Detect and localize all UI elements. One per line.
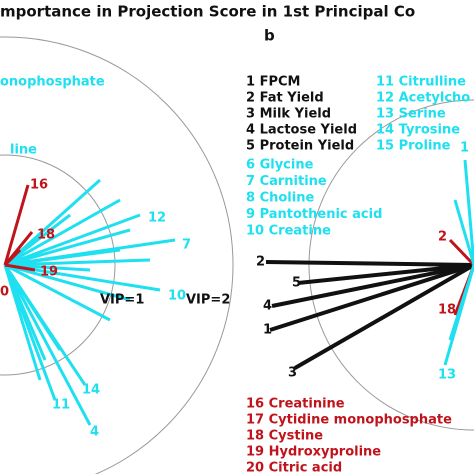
label: VIP=2 bbox=[186, 293, 230, 308]
label: 7 bbox=[182, 238, 191, 253]
vip-line bbox=[4, 258, 151, 267]
label: 14 bbox=[82, 383, 100, 398]
vip-line bbox=[4, 248, 121, 267]
label: 19 bbox=[40, 265, 58, 280]
label: 11 bbox=[52, 398, 70, 413]
label: VIP=1 bbox=[100, 293, 144, 308]
vip-line bbox=[3, 184, 30, 266]
label: 20 Citric acid bbox=[246, 461, 342, 474]
label: 16 bbox=[30, 178, 48, 193]
vip-line bbox=[265, 260, 474, 267]
label: 15 Proline bbox=[376, 139, 451, 154]
vip-line bbox=[4, 198, 121, 267]
label: 4 bbox=[263, 299, 272, 314]
label: 18 bbox=[438, 303, 456, 318]
vip-line bbox=[4, 228, 131, 267]
label: 19 Hydroxyproline bbox=[246, 445, 381, 460]
vip1-circle bbox=[0, 154, 116, 376]
vip2-circle bbox=[0, 36, 234, 474]
label: 3 bbox=[288, 366, 297, 381]
vip-line bbox=[4, 263, 36, 272]
vip-line bbox=[271, 263, 474, 308]
vip-line bbox=[4, 263, 131, 302]
label: 1 bbox=[460, 141, 469, 156]
label: 9 Pantothenic acid bbox=[246, 207, 382, 222]
label: 13 Serine bbox=[376, 107, 446, 122]
label: onophosphate bbox=[0, 75, 105, 90]
label: 17 Cytidine monophosphate bbox=[246, 413, 452, 428]
vip-line bbox=[3, 178, 102, 267]
vip-line bbox=[4, 213, 141, 267]
label: 0 bbox=[0, 285, 9, 300]
vip-line bbox=[294, 263, 474, 370]
label: 18 bbox=[37, 228, 55, 243]
label: 7 Carnitine bbox=[246, 174, 327, 189]
label: 13 bbox=[438, 368, 456, 383]
label: 3 Milk Yield bbox=[246, 107, 331, 122]
label: 1 bbox=[263, 323, 272, 338]
panel-label: b bbox=[264, 27, 275, 45]
label: 5 Protein Yield bbox=[246, 139, 354, 154]
label: 4 Lactose Yield bbox=[246, 123, 357, 138]
label: 11 Citrulline bbox=[376, 75, 466, 90]
label: 10 bbox=[168, 289, 186, 304]
vip-line bbox=[463, 159, 474, 266]
vip-line bbox=[3, 248, 22, 267]
vip-line bbox=[3, 264, 92, 426]
label: line bbox=[10, 143, 37, 158]
label: 2 bbox=[256, 255, 265, 270]
vip-line bbox=[3, 264, 62, 351]
label: 12 Acetylcho bbox=[376, 91, 470, 106]
vip-line bbox=[4, 213, 71, 267]
label: 2 Fat Yield bbox=[246, 91, 324, 106]
label: 12 bbox=[148, 211, 166, 226]
circles bbox=[0, 36, 474, 474]
label: 1 FPCM bbox=[246, 75, 300, 90]
label: 14 Tyrosine bbox=[376, 123, 460, 138]
title: mportance in Projection Score in 1st Pri… bbox=[0, 3, 415, 21]
vip-line bbox=[297, 263, 474, 285]
vip-line bbox=[4, 263, 91, 272]
vip-line bbox=[3, 264, 42, 381]
label: 2 bbox=[438, 230, 447, 245]
label: 5 bbox=[292, 276, 301, 291]
vip-line bbox=[448, 264, 474, 341]
label: 18 Cystine bbox=[246, 429, 323, 444]
label: 4 bbox=[90, 425, 99, 440]
vip-line bbox=[453, 199, 474, 266]
vip-lines bbox=[3, 159, 474, 426]
vip-line bbox=[3, 264, 47, 361]
vip-line bbox=[448, 238, 474, 267]
label: 16 Creatinine bbox=[246, 397, 345, 412]
label: 8 Choline bbox=[246, 191, 314, 206]
label: 10 Creatine bbox=[246, 224, 331, 239]
vip-line bbox=[4, 263, 111, 322]
vip-circle-right bbox=[308, 99, 474, 431]
label: 6 Glycine bbox=[246, 158, 314, 173]
vip-line bbox=[269, 263, 474, 332]
